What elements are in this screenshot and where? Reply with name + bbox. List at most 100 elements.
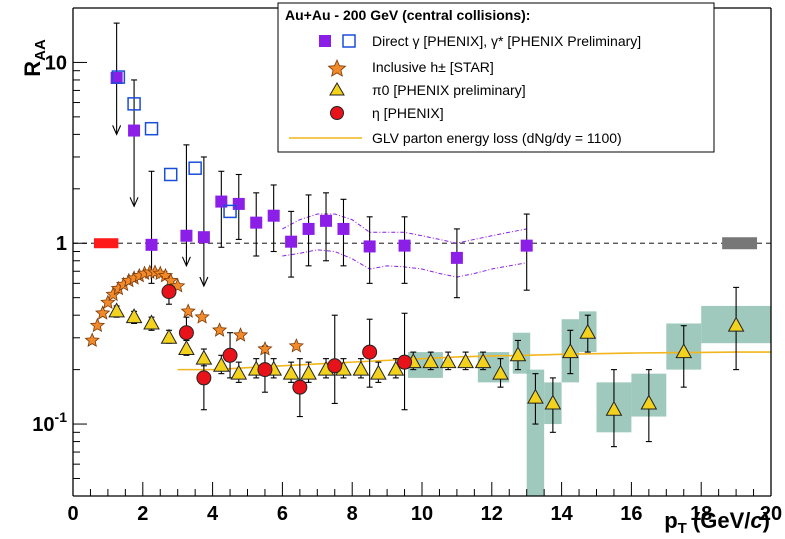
legend-inclusive-marker: [327, 58, 347, 77]
direct-photon-point: [180, 229, 193, 242]
legend-direct-filled-marker: [319, 35, 331, 47]
legend-label-eta: η [PHENIX]: [372, 105, 444, 121]
direct-photon-point: [267, 209, 280, 222]
pi0-point: [561, 343, 579, 359]
y-tick-label: 10-1: [32, 409, 67, 436]
direct-photon-point: [110, 72, 123, 85]
inclusive-point: [288, 338, 304, 353]
reference-line-group: [73, 237, 771, 250]
legend-pi0-marker: [329, 82, 345, 96]
x-tick-label: 16: [620, 503, 642, 525]
x-tick-label: 0: [67, 503, 78, 525]
legend-label-pi0: π0 [PHENIX preliminary]: [372, 82, 526, 98]
eta-point: [327, 358, 343, 374]
legend-label-glv: GLV parton energy loss (dNg/dy = 1100): [372, 130, 622, 146]
inclusive-point: [257, 340, 273, 356]
legend-title: Au+Au - 200 GeV (central collisions):: [285, 7, 530, 23]
upper-limit-arrow: [181, 256, 191, 268]
inclusive-point: [89, 317, 106, 333]
pi0-point: [108, 302, 125, 318]
pi0-point: [370, 364, 387, 380]
y-tick-exponent: -1: [55, 409, 68, 425]
eta-point: [257, 362, 273, 378]
direct-photon-point: [363, 240, 376, 253]
direct-photon-point: [232, 197, 245, 210]
x-tick-label: 6: [277, 503, 288, 525]
direct-photon-point: [128, 124, 141, 137]
data-markers: [84, 70, 745, 416]
eta-point: [196, 370, 212, 386]
pi0-point: [387, 360, 405, 376]
inclusive-point: [180, 303, 196, 318]
virtual-photon-point: [111, 70, 126, 84]
legend-eta-marker: [330, 106, 344, 120]
pi0-point: [492, 364, 509, 380]
direct-photon-point: [302, 222, 315, 235]
pi0-point: [474, 353, 492, 369]
y-tick-label: 1: [56, 233, 67, 255]
pi0-point: [605, 400, 623, 416]
inclusive-point: [194, 309, 210, 324]
x-tick-label: 20: [760, 503, 782, 525]
y-tick-base: 10: [32, 414, 54, 436]
direct-envelope-upper: [282, 213, 527, 244]
pi0-point: [579, 323, 597, 339]
x-tick-label: 2: [137, 503, 148, 525]
pi0-point: [422, 353, 440, 369]
inclusive-point: [211, 322, 228, 337]
legend-label-inclusive: Inclusive h± [STAR]: [372, 59, 494, 75]
pi0-point: [352, 360, 370, 376]
pi0-point: [675, 343, 693, 359]
direct-photon-point: [215, 195, 228, 208]
pi0-point: [282, 364, 300, 380]
pi0-point: [640, 394, 658, 410]
upper-limit-arrow: [112, 125, 122, 136]
x-tick-label: 8: [347, 503, 358, 525]
y-tick-label: 10: [45, 52, 67, 74]
pi0-point: [527, 388, 544, 404]
direct-photon-point: [285, 235, 298, 248]
pi0-point: [727, 316, 745, 332]
eta-point: [292, 379, 308, 395]
y-axis-title: RAA: [20, 39, 49, 77]
direct-photon-point: [250, 216, 263, 229]
x-tick-label: 18: [690, 503, 712, 525]
pi0-point: [300, 364, 317, 380]
legend: Au+Au - 200 GeV (central collisions): Di…: [277, 2, 715, 153]
norm-box-gray: [722, 237, 758, 250]
pi0-point: [143, 314, 160, 330]
legend-direct-open-marker: [342, 34, 356, 48]
pi0-point: [457, 353, 474, 369]
upper-limit-arrow: [129, 197, 139, 208]
direct-photon-point: [197, 231, 210, 244]
direct-photon-point: [337, 222, 350, 235]
eta-point: [161, 284, 177, 300]
norm-box-red: [93, 238, 119, 249]
inclusive-point: [100, 294, 116, 310]
pi0-point: [212, 356, 230, 372]
y-tick-base: 1: [56, 233, 67, 255]
legend-box: [277, 2, 715, 153]
direct-photon-point: [520, 239, 533, 252]
direct-photon-point: [398, 239, 411, 252]
virtual-photon-point: [127, 97, 141, 111]
x-tick-label: 14: [550, 503, 573, 525]
direct-photon-point: [145, 238, 158, 251]
eta-point: [178, 325, 194, 341]
x-axis-title: pT (GeV/c): [664, 508, 770, 537]
inclusive-point: [232, 327, 249, 342]
pi0-point: [544, 394, 562, 410]
pi0-point: [230, 364, 248, 380]
virtual-photon-point: [223, 204, 237, 219]
pi0-point: [195, 349, 213, 365]
direct-photon-point: [320, 214, 333, 227]
eta-point: [397, 354, 413, 370]
virtual-photon-point: [188, 161, 202, 175]
virtual-photon-point: [144, 121, 159, 136]
x-tick-label: 4: [207, 503, 219, 525]
virtual-photon-point: [163, 167, 178, 182]
legend-label-direct: Direct γ [PHENIX], γ* [PHENIX Preliminar…: [372, 33, 641, 49]
y-tick-base: 10: [45, 52, 67, 74]
